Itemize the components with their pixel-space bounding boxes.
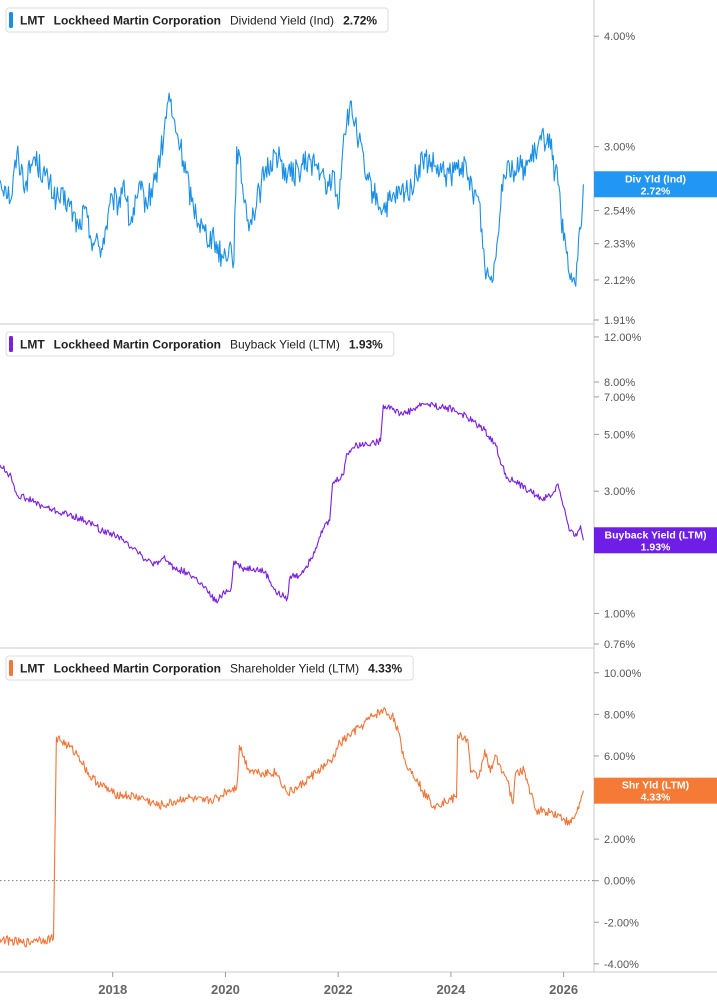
badge-label: Shr Yld (LTM) (622, 780, 689, 792)
badge-value: 2.72% (641, 185, 671, 197)
y-tick-label: 3.00% (604, 142, 635, 154)
y-tick-label: 2.33% (604, 239, 635, 251)
y-tick-label: -2.00% (604, 917, 639, 929)
legend-company: Lockheed Martin Corporation (54, 14, 221, 28)
legend-color-swatch (9, 660, 13, 676)
chart-panel-2: 12.00% 8.00% 7.00% 5.00% 3.00% 1.00% 0.76% Buyb… (0, 331, 717, 651)
series-line (0, 707, 584, 948)
current-value-badge: Shr Yld (LTM)4.33% (594, 777, 717, 804)
y-tick-label: 4.00% (604, 31, 635, 43)
legend-box[interactable]: LMT Lockheed Martin Corporation Shareholde… (5, 655, 414, 681)
y-tick-label: 5.00% (604, 429, 635, 441)
y-tick-label: 0.76% (604, 639, 635, 651)
legend-frame (5, 655, 414, 681)
legend-current-value: 4.33% (368, 662, 402, 676)
legend-color-swatch (9, 336, 13, 352)
y-tick-label: 7.00% (604, 392, 635, 404)
legend-ticker: LMT (20, 662, 45, 676)
x-tick-label: 2026 (549, 982, 578, 997)
legend-ticker: LMT (20, 338, 45, 352)
badge-background (594, 171, 717, 198)
y-tick-label: 0.00% (604, 876, 635, 888)
badge-label: Buyback Yield (LTM) (605, 529, 707, 541)
x-tick-label: 2018 (98, 982, 127, 997)
badge-value: 1.93% (641, 541, 671, 553)
x-tick-label: 2020 (211, 982, 240, 997)
legend-color-swatch (9, 12, 13, 28)
y-tick-label: 12.00% (604, 332, 642, 344)
legend-box[interactable]: LMT Lockheed Martin Corporation Dividend Y… (5, 7, 389, 33)
legend-ticker: LMT (20, 14, 45, 28)
legend-frame (5, 7, 389, 33)
legend-current-value: 1.93% (349, 338, 383, 352)
legend-box[interactable]: LMT Lockheed Martin Corporation Buyback Yi… (5, 331, 395, 357)
chart-panel-1: 4.00% 3.00% 2.54% 2.33% 2.12% 1.91% Div Yld (I… (0, 7, 717, 327)
legend-company: Lockheed Martin Corporation (54, 338, 221, 352)
current-value-badge: Div Yld (Ind)2.72% (594, 171, 717, 198)
chart-panel-3: 10.00%8.00%6.00%4.00%2.00%0.00%-2.00%-4.… (0, 655, 717, 971)
y-tick-label: 8.00% (604, 709, 635, 721)
legend-metric: Buyback Yield (LTM) (230, 338, 340, 352)
y-tick-label: -4.00% (604, 959, 639, 971)
legend-company: Lockheed Martin Corporation (54, 662, 221, 676)
legend-frame (5, 331, 395, 357)
y-tick-label: 6.00% (604, 751, 635, 763)
badge-value: 4.33% (641, 792, 671, 804)
y-tick-label: 10.00% (604, 668, 642, 680)
series-line (0, 92, 584, 287)
y-tick-label: 1.00% (604, 608, 635, 620)
x-tick-label: 2024 (436, 982, 466, 997)
y-tick-label: 2.00% (604, 834, 635, 846)
y-tick-label: 3.00% (604, 486, 635, 498)
badge-label: Div Yld (Ind) (625, 173, 686, 185)
badge-background (594, 777, 717, 804)
x-tick-label: 2022 (324, 982, 353, 997)
badge-background (594, 527, 717, 554)
current-value-badge: Buyback Yield (LTM)1.93% (594, 527, 717, 554)
y-tick-label: 1.91% (604, 315, 635, 327)
legend-metric: Shareholder Yield (LTM) (230, 662, 359, 676)
y-tick-label: 2.12% (604, 275, 635, 287)
legend-current-value: 2.72% (343, 14, 377, 28)
series-line (0, 401, 584, 604)
y-tick-label: 8.00% (604, 377, 635, 389)
y-tick-label: 2.54% (604, 206, 635, 218)
legend-metric: Dividend Yield (Ind) (230, 14, 334, 28)
